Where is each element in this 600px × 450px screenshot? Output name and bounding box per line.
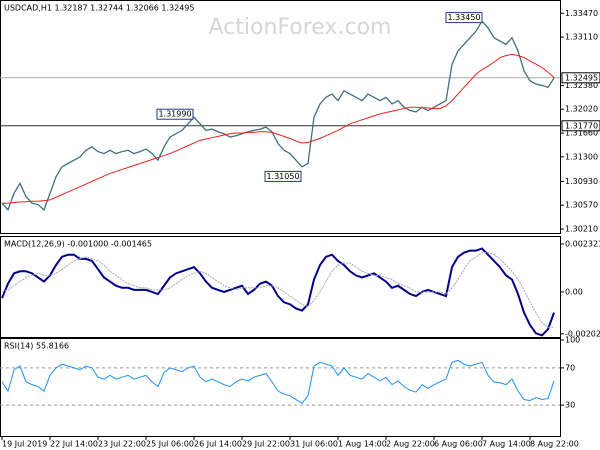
price-level-box xyxy=(561,72,600,84)
x-tick-label: 31 Jul 06:00 xyxy=(290,440,338,449)
series-line xyxy=(1,359,555,404)
x-tick-label: 22 Jul 14:00 xyxy=(50,440,98,449)
series-line xyxy=(1,252,554,328)
series-line xyxy=(1,20,555,212)
y-tick-label: -0.002026 xyxy=(565,329,600,338)
price-level-label: 1.32495 xyxy=(565,73,598,82)
x-tick-label: 19 Jul 2019 xyxy=(2,440,47,449)
x-tick-label: 26 Jul 14:00 xyxy=(194,440,242,449)
price-level-box xyxy=(561,120,600,132)
x-tick-label: 23 Jul 22:00 xyxy=(98,440,146,449)
price-level-label: 1.31770 xyxy=(565,121,598,130)
y-tick-label: 30 xyxy=(565,401,575,410)
x-tick-label: 8 Aug 22:00 xyxy=(530,440,579,449)
x-tick-label: 1 Aug 14:00 xyxy=(338,440,387,449)
y-tick-label: 1.30210 xyxy=(565,225,598,234)
y-tick-label: 100 xyxy=(565,336,580,345)
y-tick-label: 70 xyxy=(565,363,575,372)
series-line xyxy=(1,247,555,337)
y-tick-label: 1.30570 xyxy=(565,201,598,210)
annotation-label: 1.31050 xyxy=(266,172,299,181)
y-tick-label: 0.002321 xyxy=(565,239,600,248)
annotation-box xyxy=(264,170,302,182)
y-tick-label: 1.32020 xyxy=(565,105,598,114)
annotation-label: 1.33450 xyxy=(447,13,480,22)
y-tick-label: 1.32380 xyxy=(565,81,598,90)
y-tick-label: 1.33470 xyxy=(565,9,598,18)
series-line xyxy=(2,53,555,204)
panel-title: MACD(12,26,9) -0.001000 -0.001465 xyxy=(4,240,152,249)
annotation-box xyxy=(156,108,194,120)
x-tick-label: 25 Jul 06:00 xyxy=(146,440,194,449)
panel-frame xyxy=(0,0,561,234)
panel-title: USDCAD,H1 1.32187 1.32744 1.32066 1.3249… xyxy=(4,4,194,13)
watermark: ActionForex.com xyxy=(209,15,392,40)
panel-title: RSI(14) 55.8166 xyxy=(4,342,69,351)
panel-frame xyxy=(0,338,561,437)
y-tick-label: 1.30930 xyxy=(565,177,598,186)
x-tick-label: 6 Aug 06:00 xyxy=(434,440,483,449)
panel-frame xyxy=(0,236,561,338)
annotation-box xyxy=(445,12,483,24)
x-tick-label: 29 Jul 22:00 xyxy=(242,440,290,449)
y-tick-label: 1.31300 xyxy=(565,152,598,161)
y-tick-label: 1.33110 xyxy=(565,33,598,42)
y-tick-label: 1.31660 xyxy=(565,129,598,138)
annotation-label: 1.31990 xyxy=(158,110,191,119)
y-tick-label: 0.00 xyxy=(565,287,583,296)
x-tick-label: 7 Aug 14:00 xyxy=(482,440,531,449)
x-tick-label: 2 Aug 22:00 xyxy=(386,440,435,449)
